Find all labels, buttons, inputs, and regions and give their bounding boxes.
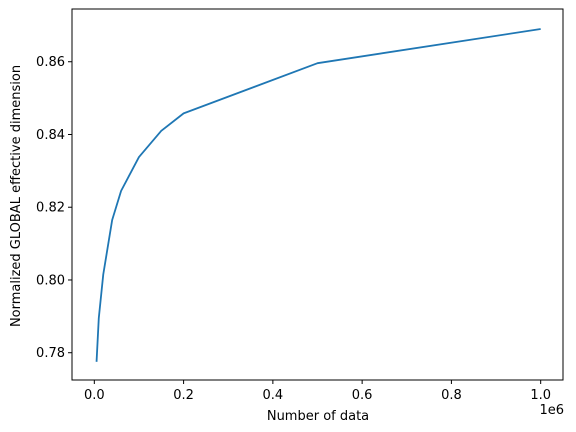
- axes-frame: [71, 8, 564, 381]
- x-tick-label: 1.0: [530, 388, 551, 403]
- y-tick-label: 0.86: [36, 55, 65, 70]
- series-line: [95, 28, 541, 362]
- x-tick-label: 0.2: [173, 388, 194, 403]
- x-tick-label: 0.0: [84, 388, 105, 403]
- x-tick-label: 0.8: [441, 388, 462, 403]
- plot-area: [95, 28, 541, 362]
- x-axis-offset-label: 1e6: [539, 403, 564, 418]
- x-axis-label: Number of data: [267, 409, 369, 424]
- x-tick-label: 0.6: [352, 388, 373, 403]
- y-tick-label: 0.80: [36, 273, 65, 288]
- x-axis-ticks: 0.0 0.2 0.4 0.6 0.8 1.0: [84, 380, 551, 403]
- y-axis-ticks: 0.78 0.80 0.82 0.84 0.86: [36, 55, 72, 361]
- y-tick-label: 0.84: [36, 128, 65, 143]
- y-axis-label: Normalized GLOBAL effective dimension: [9, 65, 24, 327]
- y-tick-label: 0.82: [36, 201, 65, 216]
- x-tick-label: 0.4: [263, 388, 284, 403]
- y-tick-label: 0.78: [36, 346, 65, 361]
